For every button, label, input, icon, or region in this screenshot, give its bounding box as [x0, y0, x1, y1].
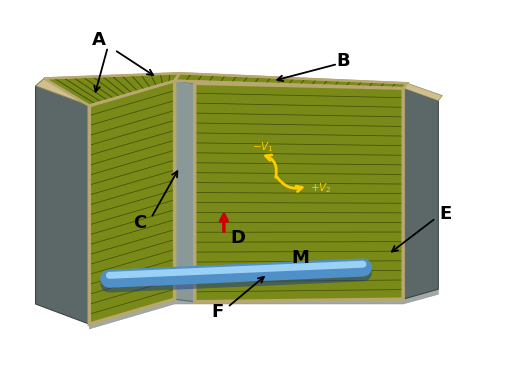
Polygon shape — [89, 81, 175, 324]
Text: $+V_2$: $+V_2$ — [310, 181, 332, 195]
Polygon shape — [35, 86, 89, 324]
Polygon shape — [44, 73, 180, 106]
Text: B: B — [336, 52, 350, 70]
Polygon shape — [403, 88, 438, 299]
Text: E: E — [440, 204, 452, 222]
Text: $-V_1$: $-V_1$ — [252, 140, 274, 154]
Text: C: C — [133, 214, 146, 232]
Text: F: F — [211, 303, 224, 321]
Text: D: D — [230, 229, 245, 247]
Polygon shape — [195, 299, 403, 302]
Polygon shape — [175, 73, 203, 83]
Text: A: A — [92, 32, 106, 50]
Polygon shape — [175, 73, 407, 88]
Polygon shape — [89, 289, 438, 329]
Polygon shape — [403, 83, 442, 101]
Polygon shape — [175, 81, 195, 302]
Polygon shape — [195, 83, 403, 302]
Text: M: M — [291, 249, 309, 267]
Polygon shape — [35, 78, 102, 106]
